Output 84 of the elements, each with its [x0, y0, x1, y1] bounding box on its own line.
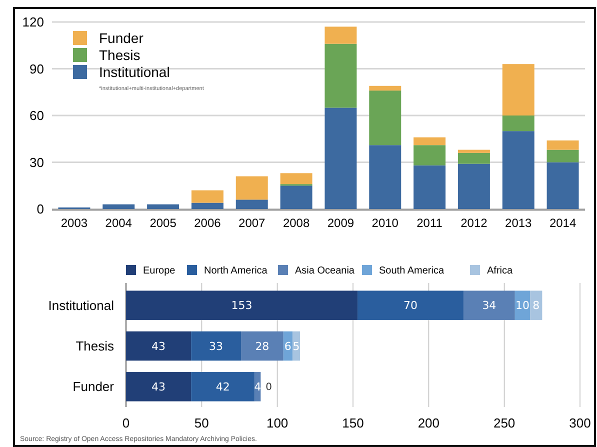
bar [236, 176, 268, 200]
x-tick-label: 2003 [60, 216, 88, 230]
data-label: 4 [254, 380, 262, 394]
legend-label: North America [204, 266, 268, 276]
data-label: 34 [482, 299, 496, 312]
bar [358, 290, 464, 320]
bar [458, 164, 490, 209]
x-tick-label: 2007 [238, 216, 266, 230]
data-label: 8 [532, 299, 540, 312]
bar [191, 202, 224, 209]
x-tick-label: 2009 [327, 216, 354, 230]
bar [502, 131, 534, 209]
bar [546, 150, 579, 162]
data-label: 70 [404, 299, 418, 312]
data-label: 42 [216, 380, 230, 394]
bar [191, 331, 242, 361]
x-tick-label: 100 [266, 416, 288, 431]
data-label: 0 [266, 382, 272, 394]
x-tick-label: 0 [122, 416, 130, 431]
bar [324, 26, 357, 44]
bar [126, 290, 358, 320]
y-tick-label: 120 [22, 14, 44, 30]
bar [458, 150, 490, 153]
x-tick-label: 2008 [282, 216, 310, 230]
y-tick-label: Institutional [48, 298, 114, 313]
x-tick-label: 2013 [505, 216, 532, 230]
bar [236, 200, 268, 209]
x-tick-label: 2014 [549, 216, 576, 230]
data-label: 43 [152, 380, 166, 394]
bar [369, 145, 402, 209]
bar [280, 186, 312, 209]
data-label: 10 [515, 299, 530, 312]
y-tick-label: 90 [30, 61, 44, 76]
bar [530, 290, 542, 320]
y-tick-label: 30 [30, 154, 44, 170]
legend-label: South America [379, 266, 444, 276]
bar [191, 190, 224, 203]
bar [414, 137, 446, 146]
bar [546, 162, 579, 209]
x-tick-label: 2011 [416, 216, 443, 230]
legend-label: Africa [487, 266, 513, 276]
bar [324, 108, 357, 209]
bar [502, 64, 534, 116]
legend-label: Asia Oceania [295, 266, 355, 276]
data-label: 6 [284, 340, 292, 353]
data-label: 153 [231, 299, 252, 312]
legend-label: Institutional [99, 64, 170, 80]
legend-label: Funder [99, 30, 144, 46]
data-label: 33 [209, 340, 224, 353]
bar [369, 86, 402, 91]
bar [463, 290, 515, 320]
y-tick-label: 60 [30, 108, 44, 124]
x-tick-label: 300 [569, 416, 591, 431]
x-tick-label: 2004 [105, 216, 132, 230]
data-label: 28 [255, 340, 270, 353]
bar [414, 145, 446, 166]
y-tick-label: Funder [72, 379, 115, 394]
bar [458, 152, 490, 164]
x-tick-label: 200 [418, 416, 440, 431]
y-tick-label: 0 [36, 202, 44, 217]
bar [324, 44, 357, 108]
bar [280, 173, 312, 184]
x-tick-label: 50 [194, 416, 209, 431]
bar [126, 331, 192, 361]
x-tick-label: 2010 [372, 216, 399, 230]
x-tick-label: 2005 [150, 216, 177, 230]
data-label: 5 [292, 340, 300, 353]
legend-label: Thesis [99, 46, 140, 63]
bar [414, 165, 446, 209]
bar [369, 90, 402, 146]
x-tick-label: 2012 [460, 216, 488, 230]
x-tick-label: 250 [493, 416, 516, 431]
legend-label: Europe [143, 266, 176, 276]
bar [241, 331, 284, 361]
x-tick-label: 2006 [194, 216, 222, 230]
bar [502, 116, 534, 132]
bar [147, 204, 180, 209]
y-tick-label: Thesis [76, 338, 114, 354]
bar [191, 372, 255, 402]
data-label: 43 [152, 340, 166, 353]
bar [126, 372, 192, 402]
bar [102, 204, 135, 209]
bar [546, 140, 579, 150]
x-tick-label: 150 [342, 416, 364, 431]
